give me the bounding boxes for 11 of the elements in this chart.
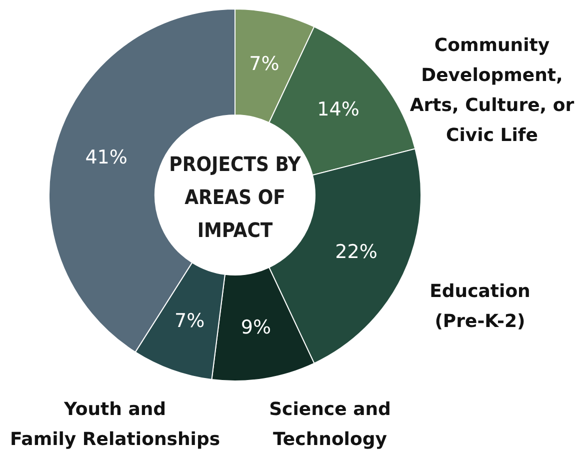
- data-label: 9%: [240, 316, 272, 338]
- data-label: 14%: [317, 98, 360, 121]
- slice-label: Youth and Family Relationships: [10, 399, 220, 450]
- data-label: 41%: [85, 146, 128, 169]
- slice-label: Community Development, Arts, Culture, or Civic Life: [410, 35, 574, 146]
- data-label: 7%: [249, 53, 280, 76]
- data-label: 7%: [174, 310, 205, 332]
- slice-label: Science and Technology: [269, 399, 391, 450]
- data-label: 22%: [335, 241, 378, 264]
- slice-label: Education (Pre-K-2): [430, 281, 530, 332]
- text: PROJECTS BY AREAS OF IMPACT: [169, 152, 302, 242]
